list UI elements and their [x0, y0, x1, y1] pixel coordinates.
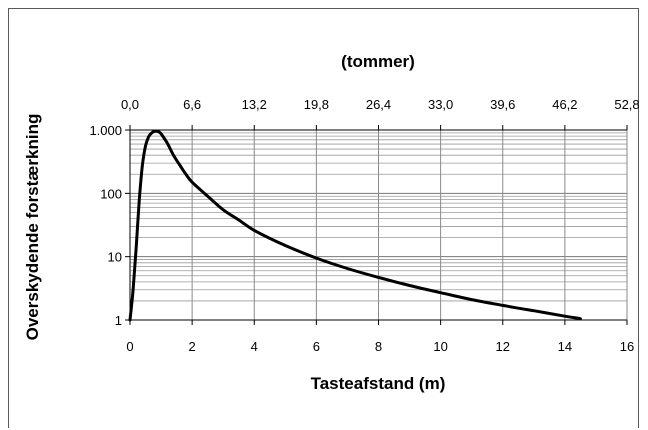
- chart-frame: [8, 8, 639, 428]
- y-tick-labels: 1 10 100 1.000: [89, 123, 122, 328]
- x2-tick-label: 39,6: [490, 97, 515, 112]
- x2-tick-label: 19,8: [304, 97, 329, 112]
- y-axis-title: Overskydende forstærkning: [23, 114, 42, 341]
- x-tick-label: 12: [496, 339, 510, 354]
- x-tick-label: 2: [189, 339, 196, 354]
- x2-tick-label: 52,8: [614, 97, 639, 112]
- y-tick-label: 10: [108, 250, 122, 265]
- y-tick-label: 1: [115, 313, 122, 328]
- x2-tick-label: 26,4: [366, 97, 391, 112]
- y-tick-label: 1.000: [89, 123, 122, 138]
- x-tick-label: 4: [251, 339, 258, 354]
- y-tick-label: 100: [100, 186, 122, 201]
- x2-axis-title: (tommer): [341, 52, 415, 71]
- chart-axes: [125, 125, 628, 325]
- excess-gain-curve: [128, 129, 582, 322]
- chart-series: [128, 129, 582, 322]
- x2-tick-label: 46,2: [552, 97, 577, 112]
- chart-grid: [129, 129, 628, 321]
- x-tick-label: 0: [126, 339, 133, 354]
- x-tick-labels: 0 2 4 6 8 10 12 14 16: [126, 339, 634, 354]
- x-tick-label: 14: [558, 339, 572, 354]
- x-axis-title: Tasteafstand (m): [311, 374, 446, 393]
- x-tick-label: 6: [313, 339, 320, 354]
- x-tick-label: 16: [620, 339, 634, 354]
- x2-tick-label: 0,0: [121, 97, 139, 112]
- x-tick-label: 10: [433, 339, 447, 354]
- x2-tick-label: 33,0: [428, 97, 453, 112]
- x2-tick-labels: 0,0 6,6 13,2 19,8 26,4 33,0 39,6 46,2 52,8: [121, 97, 640, 112]
- x2-tick-label: 6,6: [183, 97, 201, 112]
- x2-tick-label: 13,2: [242, 97, 267, 112]
- x-tick-label: 8: [375, 339, 382, 354]
